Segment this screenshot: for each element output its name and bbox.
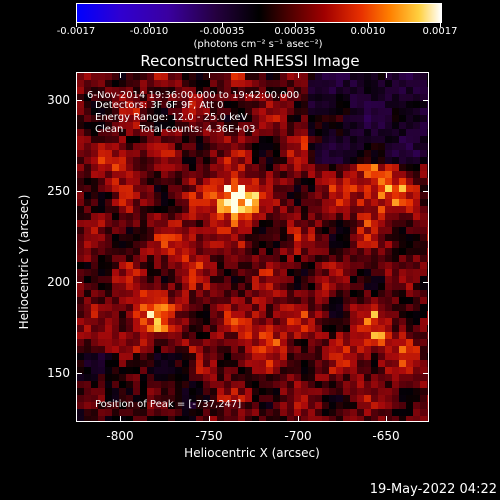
- info-time-range: 6-Nov-2014 19:36:00.000 to 19:42:00.000: [87, 90, 300, 101]
- y-tick-label: 250: [47, 184, 70, 198]
- colorbar: [76, 3, 442, 23]
- y-axis-tick: [76, 100, 82, 101]
- y-axis-tick: [76, 191, 82, 192]
- x-axis-tick: [386, 416, 387, 422]
- info-detectors: Detectors: 3F 6F 9F, Att 0: [95, 100, 224, 111]
- plot-title: Reconstructed RHESSI Image: [140, 52, 360, 70]
- y-axis-title: Heliocentric Y (arcsec): [17, 194, 31, 330]
- colorbar-tick: [76, 22, 77, 27]
- colorbar-tick-label: 0.0017: [422, 26, 458, 37]
- x-tick-label: -650: [372, 429, 400, 443]
- colorbar-tick: [222, 22, 223, 27]
- colorbar-tick-label: -0.0017: [56, 26, 96, 37]
- x-axis-tick: [120, 416, 121, 422]
- heatmap-image: [77, 73, 428, 421]
- colorbar-tick-label: -0.0010: [129, 26, 169, 37]
- x-axis-tick-top: [298, 72, 299, 78]
- colorbar-tick-label: 0.00035: [274, 26, 316, 37]
- y-axis-tick-right: [423, 282, 429, 283]
- image-plot: 6-Nov-2014 19:36:00.000 to 19:42:00.000 …: [76, 72, 429, 422]
- x-axis-tick-top: [386, 72, 387, 78]
- y-axis-tick: [76, 373, 82, 374]
- x-axis-tick-top: [120, 72, 121, 78]
- colorbar-tick-label: 0.0010: [350, 26, 386, 37]
- info-clean-counts: Clean Total counts: 4.36E+03: [95, 124, 256, 135]
- colorbar-tick: [149, 22, 150, 27]
- x-tick-label: -700: [284, 429, 312, 443]
- y-tick-label: 200: [47, 275, 70, 289]
- y-axis-tick: [76, 282, 82, 283]
- plot-timestamp: 19-May-2022 04:22: [369, 482, 497, 497]
- info-energy-range: Energy Range: 12.0 - 25.0 keV: [95, 112, 248, 123]
- x-tick-label: -750: [195, 429, 223, 443]
- y-tick-label: 300: [47, 93, 70, 107]
- peak-position: Position of Peak = [-737,247]: [95, 399, 242, 410]
- colorbar-units: (photons cm⁻² s⁻¹ asec⁻²): [193, 39, 323, 50]
- x-axis-tick: [298, 416, 299, 422]
- x-axis-title: Heliocentric X (arcsec): [184, 446, 320, 460]
- colorbar-tick: [440, 22, 441, 27]
- colorbar-tick: [368, 22, 369, 27]
- x-axis-tick: [209, 416, 210, 422]
- y-tick-label: 150: [47, 366, 70, 380]
- colorbar-tick-label: -0.00035: [199, 26, 245, 37]
- x-axis-tick-top: [209, 72, 210, 78]
- x-tick-label: -800: [106, 429, 134, 443]
- y-axis-tick-right: [423, 100, 429, 101]
- y-axis-tick-right: [423, 191, 429, 192]
- colorbar-tick: [295, 22, 296, 27]
- y-axis-tick-right: [423, 373, 429, 374]
